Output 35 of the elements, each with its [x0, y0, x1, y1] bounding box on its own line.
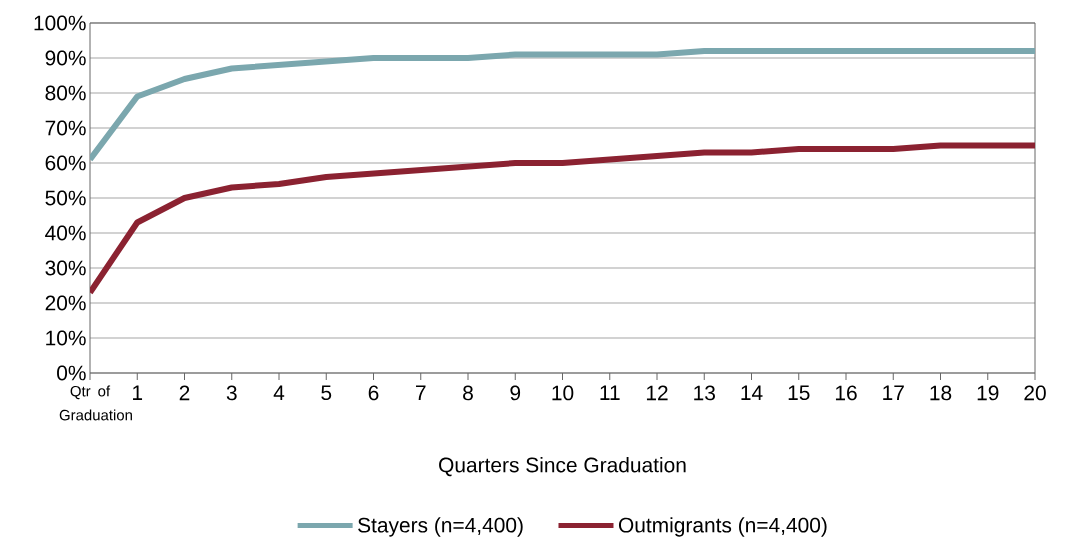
x-tick-label: 16	[835, 385, 857, 401]
x-tick-label: 5	[321, 385, 332, 401]
x-tick-label: 13	[694, 385, 715, 401]
x-tick-label: 7	[416, 385, 426, 400]
legend-label: Outmigrants (n=4,400)	[618, 517, 827, 537]
x-tick-label: 12	[646, 385, 668, 401]
x-tick-label: 15	[788, 385, 810, 401]
y-tick-label: 60%	[45, 155, 86, 171]
x-tick-label: 20	[1024, 385, 1046, 401]
y-tick-label: 50%	[45, 190, 86, 206]
x-tick-label: Qtr of Graduation	[59, 385, 132, 421]
x-tick-label: 4	[273, 385, 285, 400]
y-tick-label: 70%	[45, 120, 86, 136]
x-tick-label: 6	[368, 385, 379, 401]
x-tick-label: 10	[552, 385, 574, 401]
x-tick-label: 19	[977, 385, 999, 401]
x-tick-label: 9	[510, 385, 521, 401]
x-tick-label: 1	[133, 385, 143, 400]
y-tick-label: 30%	[45, 260, 86, 276]
x-tick-label: 8	[463, 385, 473, 401]
x-tick-label: 2	[179, 385, 190, 401]
y-tick-label: 0%	[57, 365, 86, 381]
y-tick-label: 20%	[45, 295, 86, 311]
y-tick-label: 80%	[45, 85, 86, 101]
x-tick-label: 14	[741, 385, 763, 400]
x-tick-label: 17	[883, 385, 904, 400]
legend-label: Stayers (n=4,400)	[358, 517, 523, 537]
y-tick-label: 10%	[46, 330, 86, 346]
x-tick-label: 11	[600, 385, 620, 400]
x-tick-label: 18	[930, 385, 952, 401]
y-tick-label: 90%	[45, 50, 86, 66]
y-tick-label: 40%	[45, 225, 86, 241]
x-axis-title: Quarters Since Graduation	[439, 457, 686, 477]
x-tick-label: 3	[226, 385, 237, 401]
y-tick-label: 100%	[34, 15, 86, 31]
